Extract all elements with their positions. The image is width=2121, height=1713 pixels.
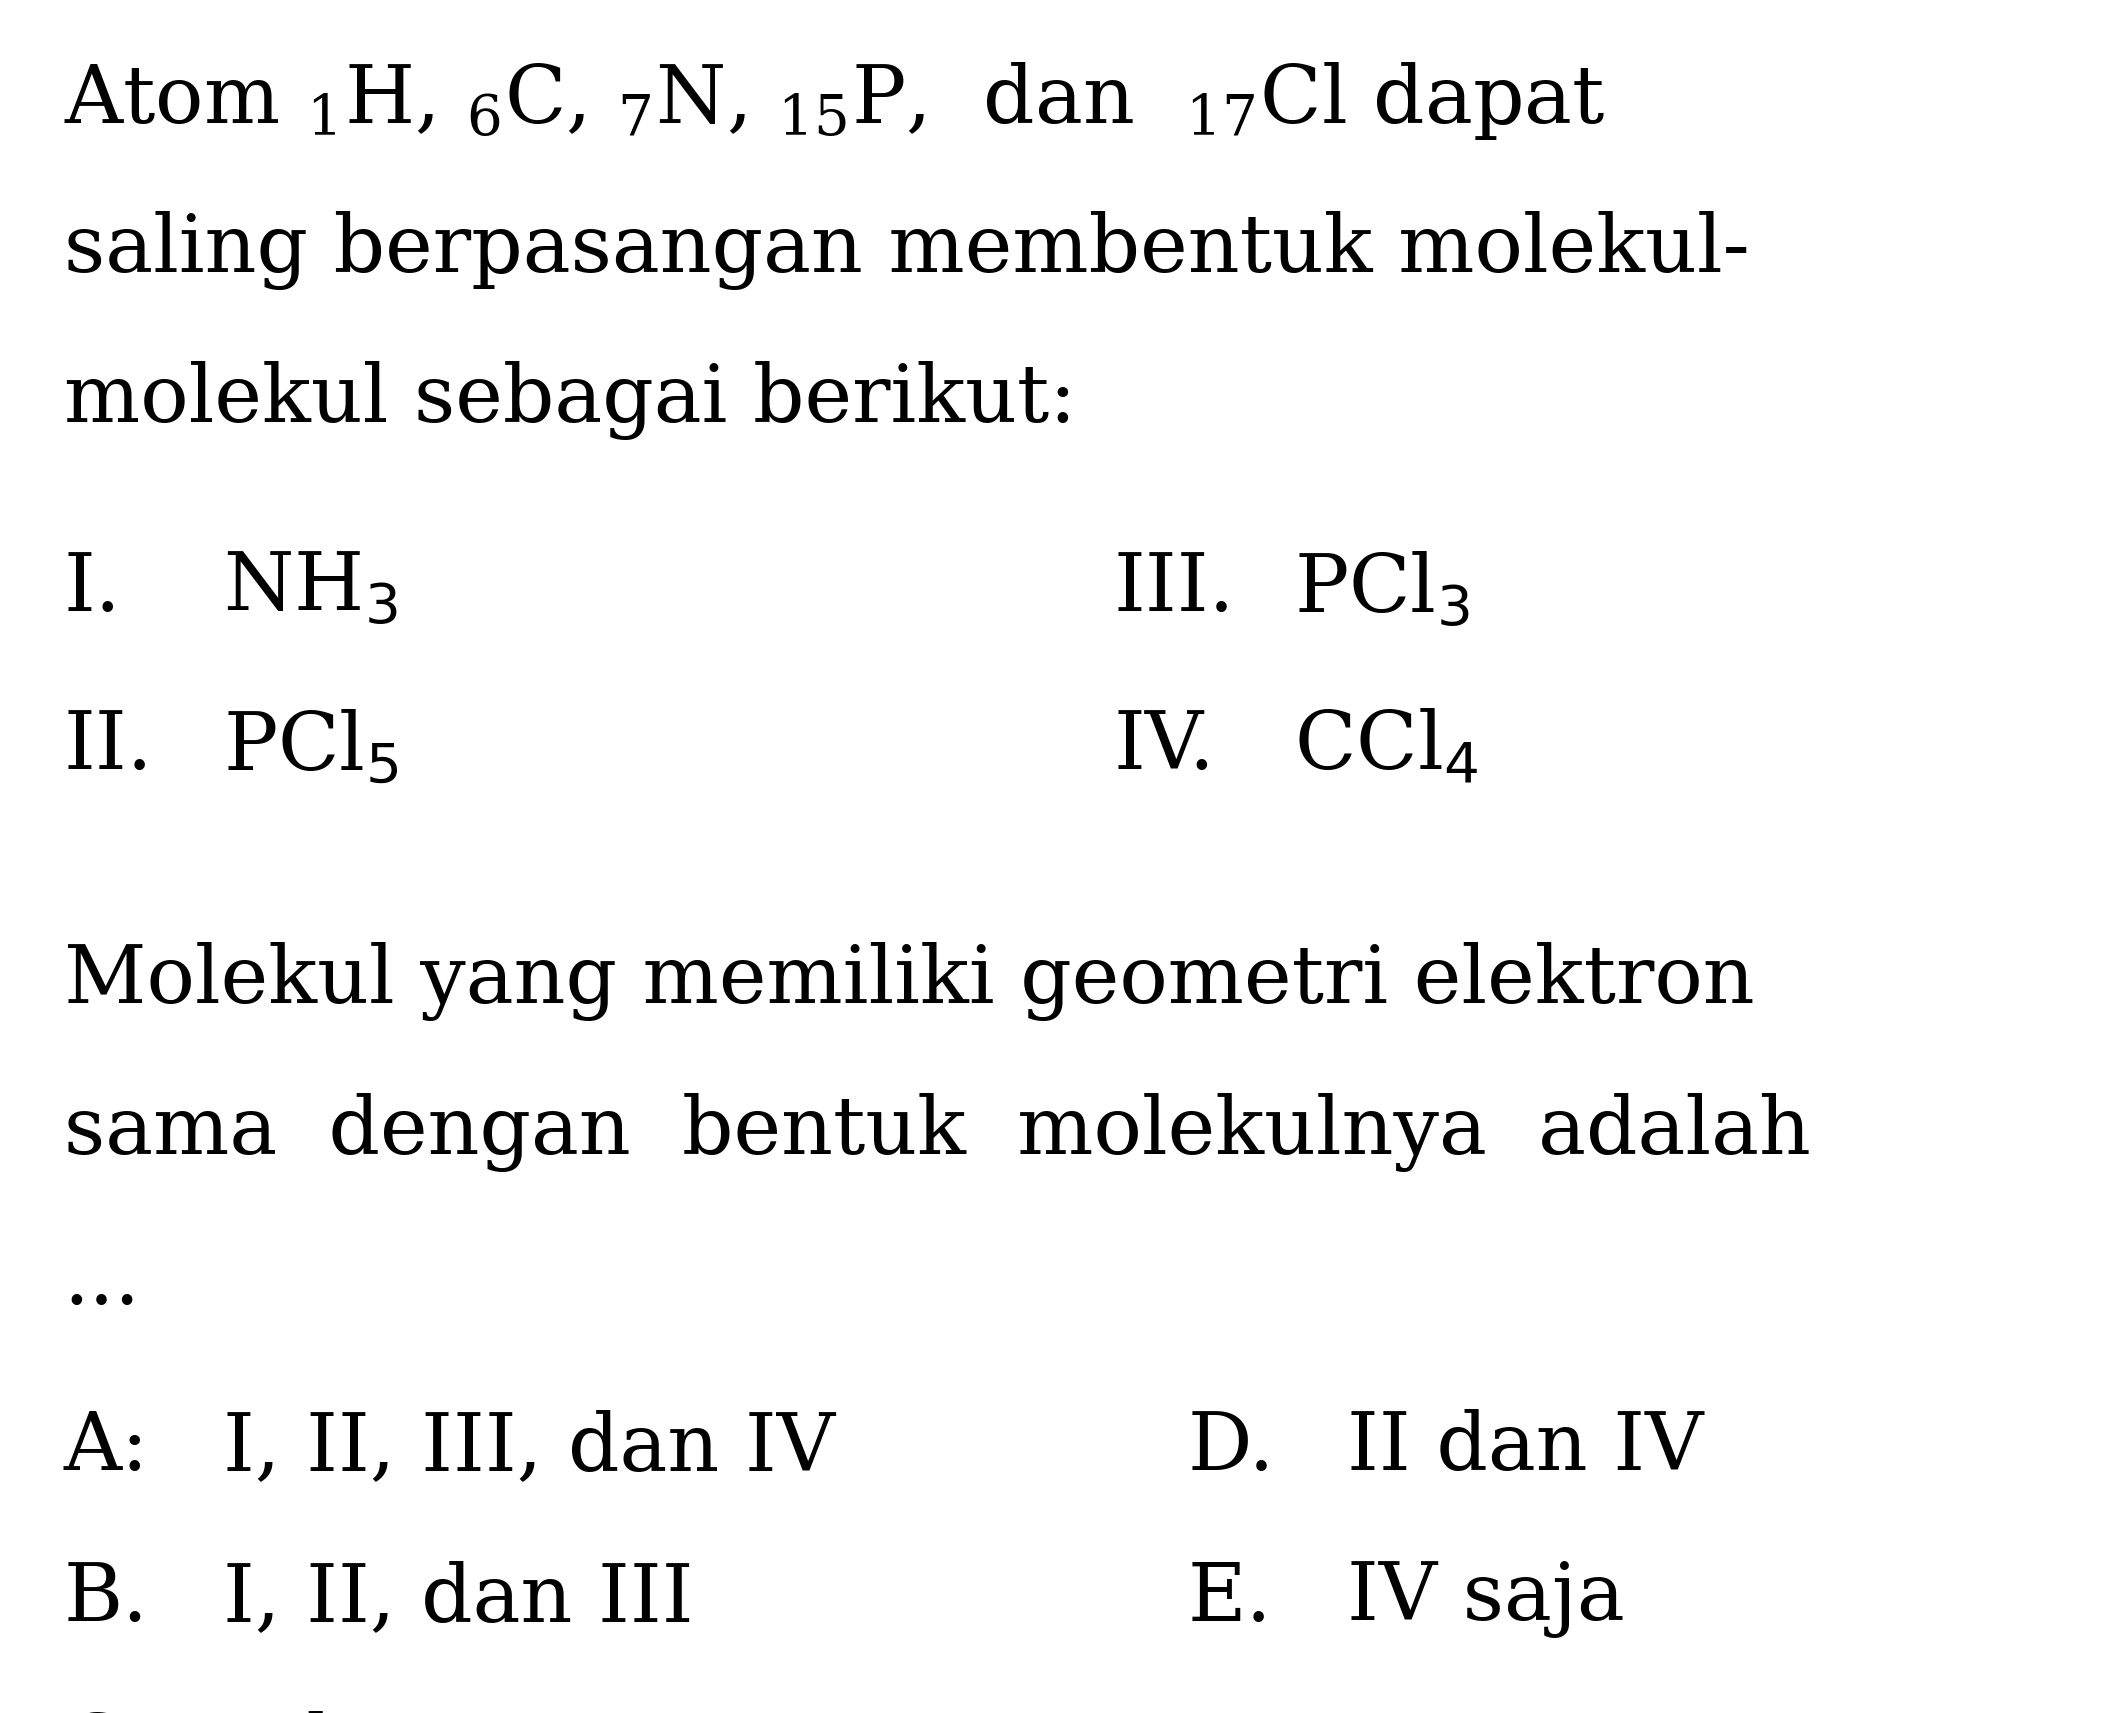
Text: A:: A: bbox=[64, 1410, 148, 1487]
Text: I, II, III, dan IV: I, II, III, dan IV bbox=[223, 1410, 836, 1487]
Text: molekul sebagai berikut:: molekul sebagai berikut: bbox=[64, 361, 1075, 440]
Text: I.: I. bbox=[64, 550, 121, 629]
Text: IV.: IV. bbox=[1114, 707, 1215, 786]
Text: IV saja: IV saja bbox=[1347, 1561, 1625, 1638]
Text: Atom $\mathregular{_1}$H, $\mathregular{_6}$C, $\mathregular{_7}$N, $\mathregula: Atom $\mathregular{_1}$H, $\mathregular{… bbox=[64, 60, 1606, 142]
Text: PCl$_5$: PCl$_5$ bbox=[223, 707, 399, 786]
Text: II.: II. bbox=[64, 707, 153, 786]
Text: I, II, dan III: I, II, dan III bbox=[223, 1561, 694, 1638]
Text: II dan IV: II dan IV bbox=[1347, 1410, 1703, 1487]
Text: C.: C. bbox=[64, 1711, 148, 1713]
Text: III.: III. bbox=[1114, 550, 1234, 629]
Text: E.: E. bbox=[1188, 1561, 1273, 1638]
Text: B.: B. bbox=[64, 1561, 148, 1638]
Text: saling berpasangan membentuk molekul-: saling berpasangan membentuk molekul- bbox=[64, 211, 1750, 289]
Text: D.: D. bbox=[1188, 1410, 1275, 1487]
Text: ...: ... bbox=[64, 1244, 140, 1321]
Text: I dan III: I dan III bbox=[223, 1711, 554, 1713]
Text: sama  dengan  bentuk  molekulnya  adalah: sama dengan bentuk molekulnya adalah bbox=[64, 1093, 1811, 1172]
Text: NH$_3$: NH$_3$ bbox=[223, 550, 397, 629]
Text: Molekul yang memiliki geometri elektron: Molekul yang memiliki geometri elektron bbox=[64, 942, 1754, 1021]
Text: CCl$_4$: CCl$_4$ bbox=[1294, 707, 1478, 788]
Text: PCl$_3$: PCl$_3$ bbox=[1294, 550, 1470, 629]
